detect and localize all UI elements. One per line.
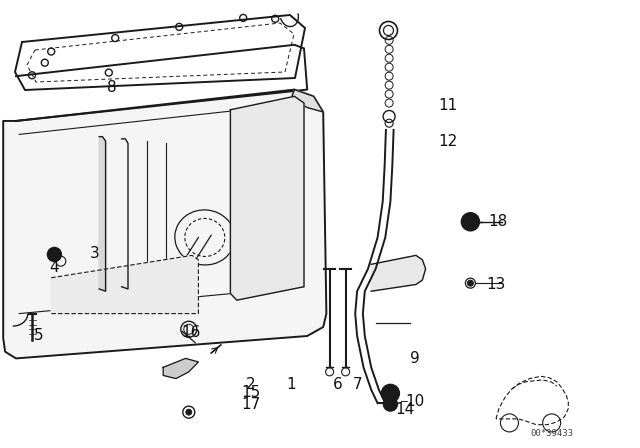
Text: 17: 17 (241, 396, 260, 412)
Text: 7: 7 (352, 377, 362, 392)
Text: 10: 10 (405, 394, 424, 409)
Text: 6: 6 (332, 377, 342, 392)
Text: 8: 8 (107, 80, 117, 95)
Text: 1: 1 (286, 377, 296, 392)
Circle shape (387, 401, 394, 408)
Text: 4: 4 (49, 260, 60, 276)
Circle shape (47, 247, 61, 262)
Circle shape (381, 384, 399, 402)
Polygon shape (371, 255, 426, 291)
Circle shape (186, 409, 192, 415)
Text: 00*39433: 00*39433 (530, 429, 573, 438)
Text: 15: 15 (241, 385, 260, 400)
Polygon shape (51, 255, 198, 314)
Text: 18: 18 (488, 214, 508, 229)
Circle shape (461, 213, 479, 231)
Text: 11: 11 (438, 98, 458, 113)
Polygon shape (291, 90, 323, 112)
Text: ─: ─ (400, 396, 407, 406)
Circle shape (51, 250, 58, 258)
Text: 5: 5 (33, 328, 44, 344)
Text: 12: 12 (438, 134, 458, 149)
Polygon shape (99, 137, 106, 291)
Text: 13: 13 (486, 277, 506, 292)
Polygon shape (3, 90, 326, 358)
Circle shape (465, 217, 476, 227)
Text: 2: 2 (246, 377, 256, 392)
Text: 9: 9 (410, 351, 420, 366)
Text: 14: 14 (396, 401, 415, 417)
Text: 16: 16 (181, 325, 200, 340)
Circle shape (467, 280, 474, 286)
Polygon shape (230, 96, 304, 300)
Circle shape (383, 397, 397, 411)
Circle shape (385, 388, 396, 398)
Text: 3: 3 (90, 246, 100, 261)
Polygon shape (163, 358, 198, 379)
